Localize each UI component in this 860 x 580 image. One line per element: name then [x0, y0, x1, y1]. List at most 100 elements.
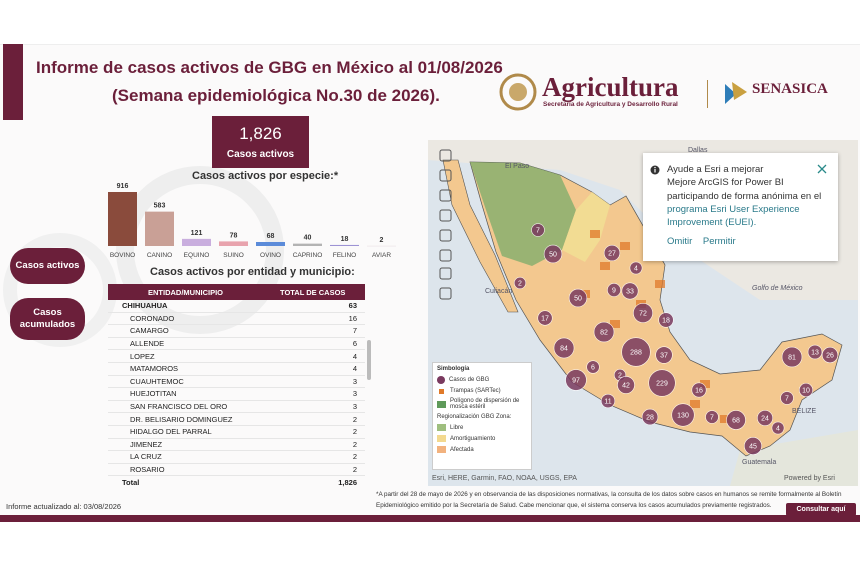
logo-second: SENASICA: [752, 81, 828, 97]
cell: 2: [352, 465, 357, 475]
cell: 3: [352, 376, 357, 386]
nav-button[interactable]: Casos acumulados: [10, 298, 85, 340]
bar: [293, 243, 322, 246]
cell: LA CRUZ: [130, 452, 162, 462]
logo-main-sub: Secretaría de Agricultura y Desarrollo R…: [543, 101, 678, 108]
legend-label: Trampas (SARTec): [450, 388, 501, 394]
species-chart: 916 BOVINO 583 CANINO 121 EQUINO 78 SUINO 68 OVIN…: [108, 183, 396, 259]
case-bubble: [658, 312, 674, 328]
bubble-label: 50: [549, 252, 557, 259]
column-header: ENTIDAD/MUNICIPIO: [148, 287, 223, 297]
table-row: ALLENDE 6: [108, 338, 365, 351]
bar: [219, 241, 248, 246]
bar: [182, 238, 211, 246]
table-row: HUEJOTITAN 3: [108, 388, 365, 401]
bubble-label: 9: [612, 288, 616, 295]
category-label: CAPRINO: [293, 252, 323, 259]
place-label: Guatemala: [742, 459, 776, 466]
side-bar: [3, 44, 23, 120]
bubble-label: 7: [785, 396, 789, 403]
case-bubble: [691, 382, 707, 398]
group-row: CHIHUAHUA 63: [108, 300, 365, 313]
legend-item: Amortiguamiento: [437, 435, 527, 442]
table-row: CORONADO 16: [108, 313, 365, 326]
total-row: Total 1,826: [108, 476, 365, 489]
table-row: LOPEZ 4: [108, 350, 365, 363]
value-label: 78: [230, 232, 238, 239]
case-bubble: [513, 276, 527, 290]
bubble-label: 50: [574, 296, 582, 303]
category-label: OVINO: [260, 252, 281, 259]
bubble-label: 6: [591, 365, 595, 372]
popup-action[interactable]: Permitir: [702, 236, 736, 248]
case-bubble: [671, 403, 695, 427]
nav-button[interactable]: Casos activos: [10, 248, 85, 284]
case-bubble: [543, 244, 563, 264]
case-bubble: [531, 223, 545, 237]
bubble-label: 4: [634, 266, 638, 273]
category-label: FELINO: [333, 252, 356, 259]
total-value: 1,826: [338, 478, 357, 488]
popup: Ayude a Esri a mejorar Mejore ArcGIS for…: [643, 153, 838, 261]
map-tool: [439, 169, 452, 182]
baja: [442, 159, 519, 313]
bar: [108, 192, 137, 246]
trap-cluster: [720, 415, 730, 423]
bubble-label: 130: [677, 413, 689, 420]
map-legend: Simbología Casos de GBG Trampas (SARTec)…: [432, 362, 532, 470]
popup-action[interactable]: Omitir: [667, 236, 693, 248]
cell: 2: [352, 439, 357, 449]
consult-link[interactable]: Consultar aquí: [786, 503, 856, 516]
case-bubble: [621, 337, 651, 367]
logo-divider: [707, 80, 708, 108]
map-tool: [439, 249, 452, 262]
case-bubble: [757, 410, 773, 426]
popup-link[interactable]: programa Esri User Experience Improvemen…: [667, 203, 800, 229]
bubble-label: 4: [776, 426, 780, 433]
cell: SAN FRANCISCO DEL ORO: [130, 402, 228, 412]
category-label: SUINO: [223, 252, 244, 259]
close-button[interactable]: [817, 164, 827, 174]
bubble-label: 13: [811, 350, 819, 357]
scrollbar[interactable]: [367, 340, 371, 380]
map-tool: [439, 209, 452, 222]
table-body: CHIHUAHUA 63 CORONADO 16 CAMARGO 7 ALLENDE 6 LOP…: [108, 300, 365, 477]
case-bubble: [781, 346, 803, 368]
bubble-label: 26: [826, 353, 834, 360]
bar: [330, 244, 359, 246]
bubble-label: 7: [710, 415, 714, 422]
value-label: 2: [380, 237, 384, 244]
updated-date: Informe actualizado al: 03/08/2026: [6, 502, 122, 511]
bubble-label: 37: [660, 353, 668, 360]
trap-cluster: [690, 400, 700, 408]
case-bubble: [771, 421, 785, 435]
table-row: LA CRUZ 2: [108, 451, 365, 464]
bubble-label: 33: [626, 289, 634, 296]
case-bubble: [648, 369, 676, 397]
cell: CORONADO: [130, 313, 175, 323]
cell: CUAUHTEMOC: [130, 376, 184, 386]
case-bubble: [565, 369, 587, 391]
bubble-label: 10: [802, 388, 810, 395]
place-label: BELIZE: [792, 408, 816, 415]
case-bubble: [586, 360, 600, 374]
trap-cluster: [700, 380, 710, 388]
map-tool: [439, 229, 452, 242]
category-label: BOVINO: [110, 252, 135, 259]
buffer-zone: [562, 192, 610, 262]
free-zone: [470, 162, 576, 266]
legend-label: Casos de GBG: [449, 377, 490, 383]
cell: 4: [352, 351, 357, 361]
cell: HIDALGO DEL PARRAL: [130, 427, 212, 437]
cell: 4: [352, 364, 357, 374]
value-label: 68: [267, 233, 275, 240]
cell: 63: [348, 301, 357, 311]
case-bubble: [629, 261, 643, 275]
cell: DR. BELISARIO DOMINGUEZ: [130, 414, 233, 424]
trap-cluster: [610, 320, 620, 328]
legend-item: Afectada: [437, 446, 527, 453]
table-row: HIDALGO DEL PARRAL 2: [108, 426, 365, 439]
case-bubble: [537, 310, 553, 326]
map-tool: [439, 189, 452, 202]
table-row: MATAMOROS 4: [108, 363, 365, 376]
